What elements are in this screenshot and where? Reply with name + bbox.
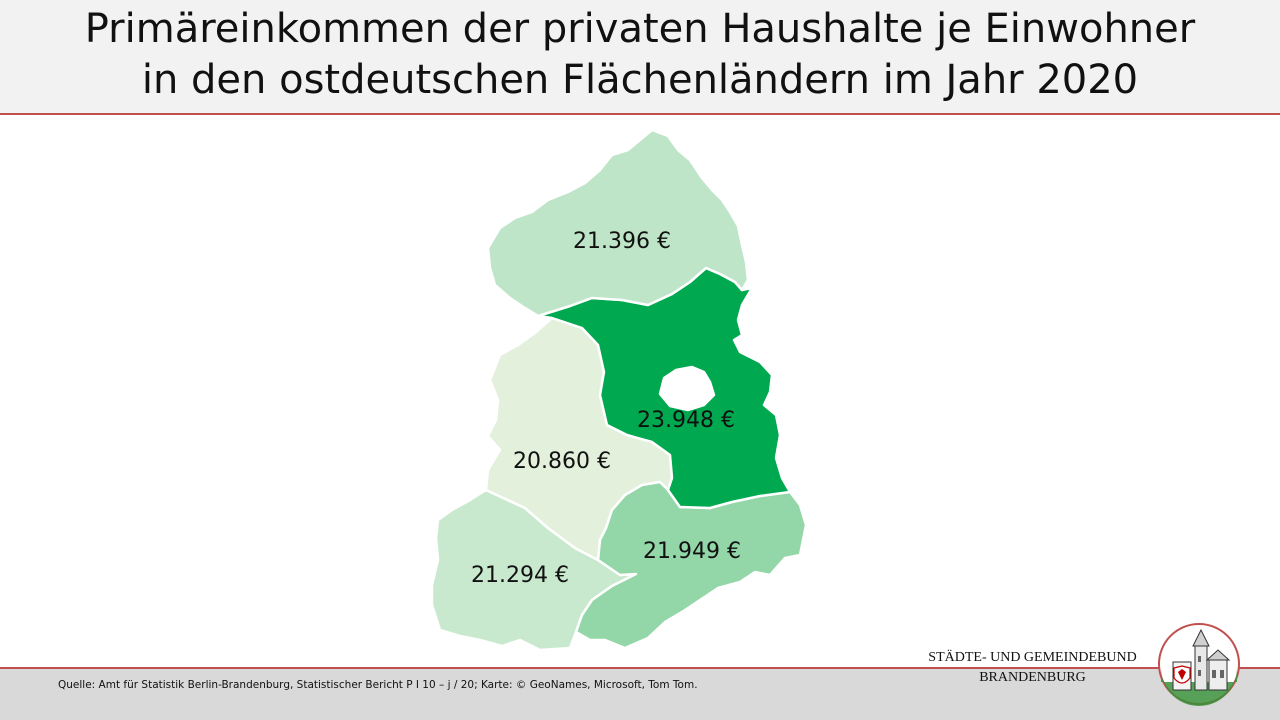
source-note: Quelle: Amt für Statistik Berlin-Branden… [58,679,698,691]
organization-line-2: BRANDENBURG [979,670,1086,685]
region-sachsen [574,480,808,650]
organization-line-1: STÄDTE- UND GEMEINDEBUND [928,650,1137,665]
title-bar: Primäreinkommen der privaten Haushalte j… [0,0,1280,115]
footer-bar: Quelle: Amt für Statistik Berlin-Branden… [0,667,1280,720]
value-label-brandenburg: 23.948 € [637,408,735,433]
value-label-sachsen: 21.949 € [643,539,741,564]
coat-of-arms-logo [1158,623,1240,706]
value-label-sachsen-anhalt: 20.860 € [513,449,611,474]
page-title: Primäreinkommen der privaten Haushalte j… [0,4,1280,106]
title-line-2: in den ostdeutschen Flächenländern im Ja… [141,57,1139,103]
title-line-1: Primäreinkommen der privaten Haushalte j… [84,6,1196,52]
value-label-mecklenburg-vorpommern: 21.396 € [573,229,671,254]
region-mecklenburg-vorpommern [486,128,750,318]
value-label-thueringen: 21.294 € [471,563,569,588]
region-berlin [658,365,716,412]
organization-name: STÄDTE- UND GEMEINDEBUND BRANDENBURG [900,648,1165,688]
